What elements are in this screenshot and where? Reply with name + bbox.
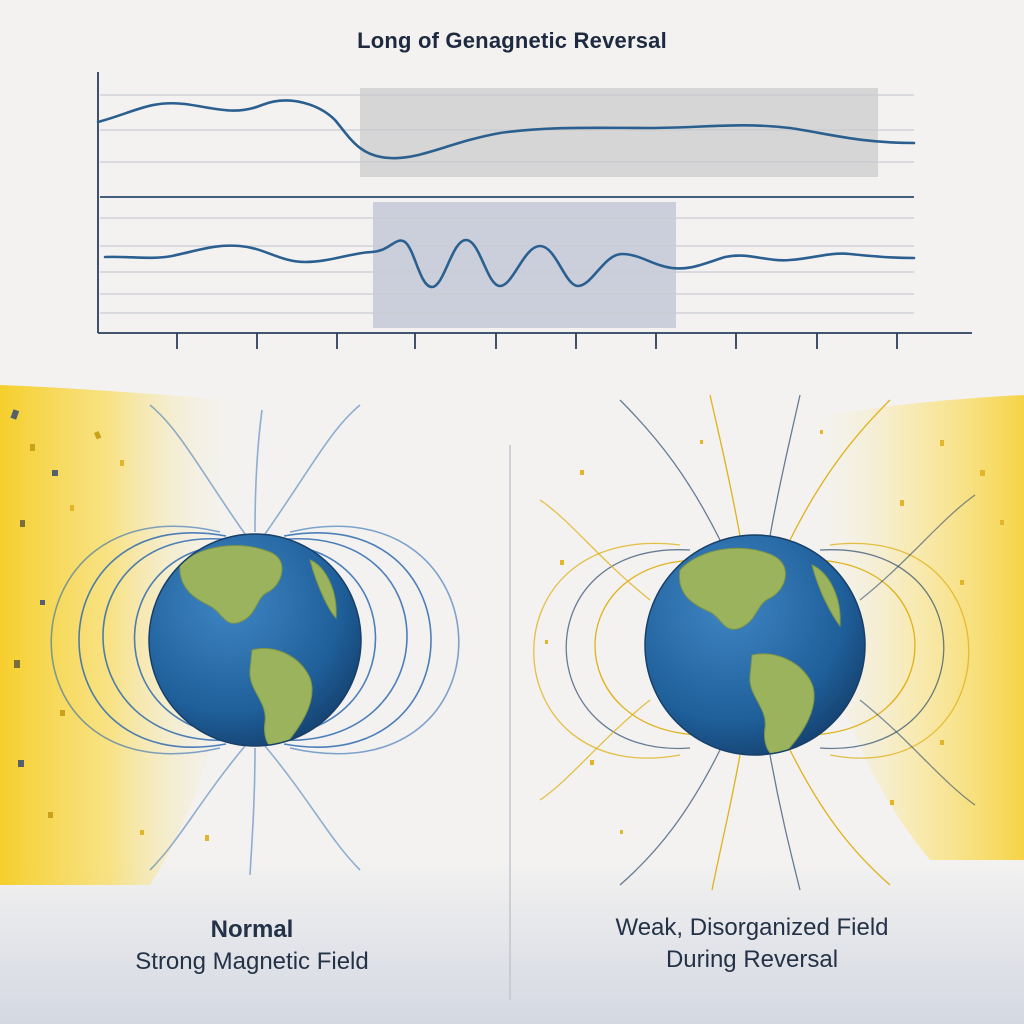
chart-axes (97, 72, 972, 349)
normal-caption-subtitle: Strong Magnetic Field (135, 948, 369, 975)
instability-band-bottom (373, 202, 676, 328)
field-strength-curve-bottom (103, 238, 916, 289)
reversal-chart (96, 72, 972, 349)
field-strength-curve-top (96, 99, 916, 160)
solar-particles-left (10, 409, 209, 841)
normal-caption-heading: Normal (210, 916, 294, 943)
weak-field-caption: Weak, Disorganized Field During Reversal (552, 912, 952, 976)
weak-caption-line-1: Weak, Disorganized Field (615, 914, 889, 941)
solar-wind-right (798, 395, 1024, 860)
earth-globe-americas-icon (644, 534, 866, 756)
solar-particles-right (545, 430, 1004, 834)
magnetic-field-lines-strong (50, 404, 460, 876)
floor-shadow (0, 860, 1024, 1024)
magnetic-field-lines-weak (533, 394, 976, 891)
instability-band-top (360, 88, 878, 177)
solar-wind-left (0, 385, 246, 885)
earth-globe-americas-icon (148, 533, 362, 747)
diagram-title: Long of Genagnetic Reversal (357, 28, 667, 53)
normal-field-panel (0, 385, 460, 885)
weak-caption-line-2: During Reversal (665, 946, 839, 973)
weak-field-panel (533, 394, 1024, 891)
normal-field-caption: Normal Strong Magnetic Field (52, 914, 452, 978)
